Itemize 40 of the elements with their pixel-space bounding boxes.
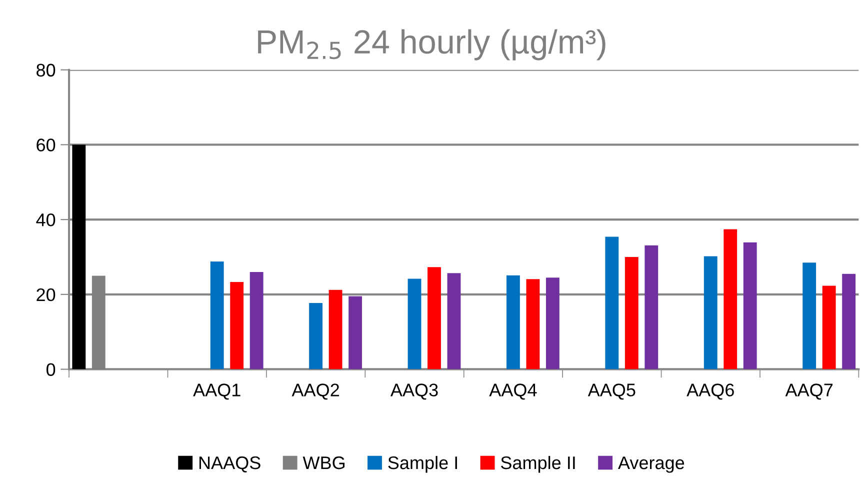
x-tick-label: AAQ4 bbox=[489, 384, 537, 400]
y-tick-label: 80 bbox=[36, 64, 56, 77]
bar bbox=[822, 286, 836, 370]
x-tick-label: AAQ2 bbox=[292, 384, 339, 400]
x-tick-label: AAQ6 bbox=[686, 384, 734, 400]
y-tick-label: 60 bbox=[36, 138, 56, 152]
bar bbox=[328, 290, 342, 370]
bar bbox=[526, 279, 540, 370]
legend-label: Sample I bbox=[388, 456, 457, 473]
x-tick-label: AAQ1 bbox=[193, 384, 240, 400]
bar bbox=[724, 229, 738, 370]
bar bbox=[802, 262, 816, 370]
legend-label: Average bbox=[618, 456, 684, 473]
bar bbox=[605, 236, 619, 370]
bar bbox=[348, 296, 362, 370]
bar bbox=[447, 273, 461, 370]
bar bbox=[210, 261, 224, 370]
x-tick-label: AAQ7 bbox=[785, 384, 833, 400]
bar bbox=[506, 275, 520, 370]
y-tick-label: 0 bbox=[46, 363, 56, 376]
bar bbox=[624, 256, 638, 370]
legend-label: WBG bbox=[302, 456, 345, 470]
bar bbox=[743, 242, 757, 370]
bar bbox=[250, 272, 264, 370]
bar bbox=[546, 278, 560, 370]
legend-label: Sample II bbox=[500, 456, 575, 473]
bar bbox=[428, 267, 441, 370]
bar bbox=[704, 256, 718, 370]
bar bbox=[72, 144, 86, 370]
bar bbox=[309, 303, 323, 370]
chart-title: PM$_{2.5}$ 24 hourly (µg/m³) bbox=[258, 29, 606, 60]
x-tick-label: AAQ5 bbox=[588, 384, 636, 400]
bar bbox=[230, 282, 244, 370]
bar bbox=[644, 245, 658, 370]
y-tick-label: 40 bbox=[36, 213, 56, 226]
bar bbox=[842, 274, 856, 370]
bar bbox=[408, 278, 422, 370]
legend-label: NAAQS bbox=[199, 456, 260, 472]
x-tick-label: AAQ3 bbox=[390, 384, 438, 400]
y-tick-label: 20 bbox=[36, 288, 56, 302]
